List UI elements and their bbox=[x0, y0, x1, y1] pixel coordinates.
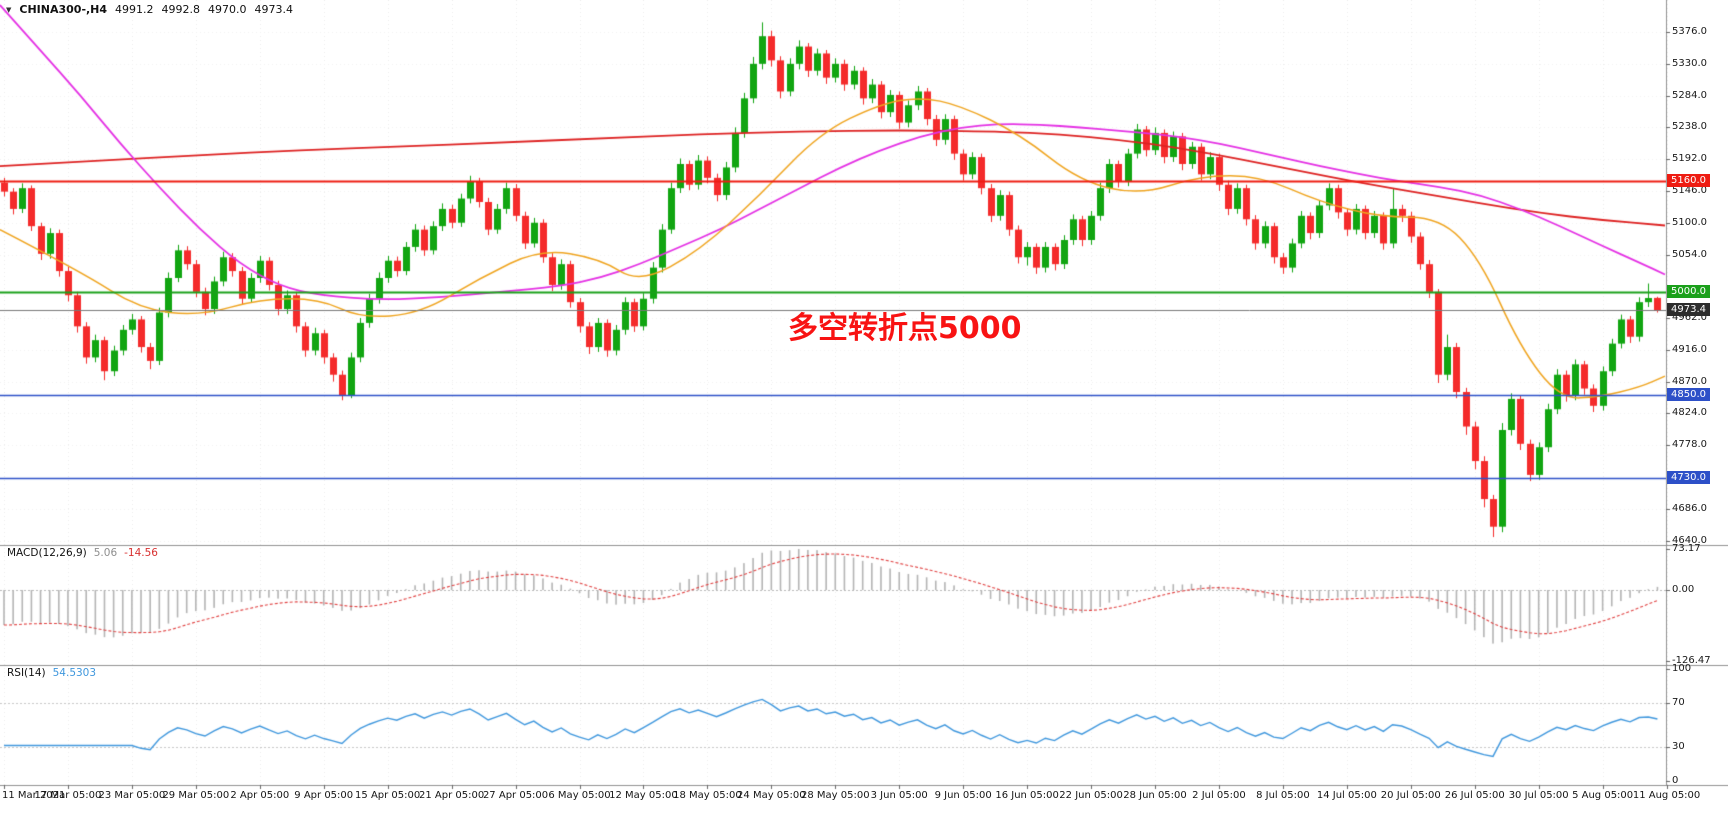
macd-axis[interactable]: 73.17 0.00 -126.47 bbox=[1666, 0, 1728, 785]
price-tick-label: 4870.0 bbox=[1672, 375, 1707, 387]
price-tick-label: 5100.0 bbox=[1672, 216, 1707, 228]
ohlc-high-value: 4992.8 bbox=[161, 3, 201, 16]
time-tick-label: 14 Jul 05:00 bbox=[1316, 790, 1377, 801]
rsi-indicator-label: RSI(14) 54.5303 bbox=[7, 667, 96, 679]
time-axis[interactable]: 11 Mar 2021 17 Mar 05:00 23 Mar 05:00 29 Ma… bbox=[0, 786, 1728, 814]
price-level-tag: 4730.0 bbox=[1667, 471, 1710, 485]
symbol-marker-icon: ▼ bbox=[6, 5, 12, 14]
price-tick-label: 4640.0 bbox=[1672, 534, 1707, 546]
time-tick-label: 6 May 05:00 bbox=[548, 790, 611, 801]
rsi-value: 54.5303 bbox=[52, 667, 97, 679]
price-level-tag: 4850.0 bbox=[1667, 388, 1710, 402]
price-tick-label: 4686.0 bbox=[1672, 502, 1707, 514]
price-tick-label: 5376.0 bbox=[1672, 26, 1707, 38]
price-axis[interactable]: 5376.0 5330.0 5284.0 5238.0 5192.0 5146.0 5100… bbox=[1666, 0, 1728, 785]
rsi-axis[interactable]: 100 70 30 0 bbox=[1666, 0, 1728, 786]
price-tick-label: 5146.0 bbox=[1672, 184, 1707, 196]
time-tick-label: 8 Jul 05:00 bbox=[1256, 790, 1310, 801]
price-tick-label: 4824.0 bbox=[1672, 407, 1707, 419]
rsi-axis-label: 70 bbox=[1672, 696, 1685, 708]
macd-main-value: 5.06 bbox=[93, 547, 118, 559]
time-tick-label: 22 Jun 05:00 bbox=[1059, 790, 1123, 801]
time-tick-label: 23 Mar 05:00 bbox=[98, 790, 166, 801]
rsi-axis-label: 30 bbox=[1672, 741, 1685, 753]
ohlc-close-value: 4973.4 bbox=[254, 3, 294, 16]
time-tick-label: 2 Jul 05:00 bbox=[1192, 790, 1246, 801]
macd-axis-label: 0.00 bbox=[1672, 584, 1695, 596]
time-tick-label: 28 Jun 05:00 bbox=[1123, 790, 1187, 801]
price-level-tag: 5160.0 bbox=[1667, 174, 1710, 188]
time-tick-label: 2 Apr 05:00 bbox=[230, 790, 290, 801]
macd-signal-value: -14.56 bbox=[124, 547, 158, 559]
macd-name: MACD(12,26,9) bbox=[7, 547, 87, 559]
ohlc-open-value: 4991.2 bbox=[115, 3, 154, 16]
time-tick-label: 9 Jun 05:00 bbox=[934, 790, 992, 801]
time-tick-label: 16 Jun 05:00 bbox=[995, 790, 1059, 801]
time-tick-label: 27 Apr 05:00 bbox=[482, 790, 549, 801]
rsi-axis-label: 100 bbox=[1672, 663, 1692, 674]
time-tick-label: 3 Jun 05:00 bbox=[870, 790, 928, 801]
time-tick-label: 9 Apr 05:00 bbox=[294, 790, 354, 801]
time-tick-label: 15 Apr 05:00 bbox=[355, 790, 421, 801]
time-tick-label: 12 May 05:00 bbox=[609, 790, 678, 801]
time-tick-label: 18 May 05:00 bbox=[673, 790, 742, 801]
time-tick-label: 21 Apr 05:00 bbox=[419, 790, 485, 801]
price-tick-label: 4962.0 bbox=[1672, 312, 1707, 324]
macd-axis-label: -126.47 bbox=[1672, 655, 1711, 666]
time-tick-label: 11 Mar 2021 bbox=[2, 790, 66, 801]
time-tick-label: 17 Mar 05:00 bbox=[34, 790, 102, 801]
macd-indicator-label: MACD(12,26,9) 5.06 -14.56 bbox=[7, 547, 158, 559]
time-tick-label: 24 May 05:00 bbox=[737, 790, 806, 801]
price-tick-label: 5284.0 bbox=[1672, 89, 1707, 101]
symbol-header: ▼ CHINA300-,H4 4991.2 4992.8 4970.0 4973… bbox=[6, 3, 293, 16]
time-tick-label: 28 May 05:00 bbox=[800, 790, 870, 801]
symbol-period-label: CHINA300-,H4 bbox=[19, 3, 108, 16]
price-tick-label: 5054.0 bbox=[1672, 248, 1707, 260]
time-tick-label: 11 Aug 05:00 bbox=[1632, 790, 1701, 801]
annotation-text[interactable]: 多空转折点5000 bbox=[788, 311, 1022, 346]
price-tick-label: 5192.0 bbox=[1672, 153, 1707, 165]
rsi-axis-label: 0 bbox=[1672, 775, 1679, 786]
time-tick-label: 20 Jul 05:00 bbox=[1380, 790, 1441, 801]
price-tick-label: 5238.0 bbox=[1672, 121, 1707, 133]
ohlc-low-value: 4970.0 bbox=[208, 3, 247, 16]
time-tick-label: 5 Aug 05:00 bbox=[1572, 790, 1634, 801]
current-price-tag: 4973.4 bbox=[1667, 303, 1710, 317]
time-tick-label: 29 Mar 05:00 bbox=[162, 790, 230, 801]
price-tick-label: 4916.0 bbox=[1672, 343, 1707, 355]
macd-axis-label: 73.17 bbox=[1672, 543, 1701, 554]
rsi-name: RSI(14) bbox=[7, 667, 46, 679]
price-tick-label: 4778.0 bbox=[1672, 439, 1707, 451]
time-tick-label: 26 Jul 05:00 bbox=[1444, 790, 1505, 801]
price-level-tag: 5000.0 bbox=[1667, 284, 1710, 298]
price-tick-label: 5330.0 bbox=[1672, 57, 1707, 69]
time-tick-label: 30 Jul 05:00 bbox=[1508, 790, 1569, 801]
